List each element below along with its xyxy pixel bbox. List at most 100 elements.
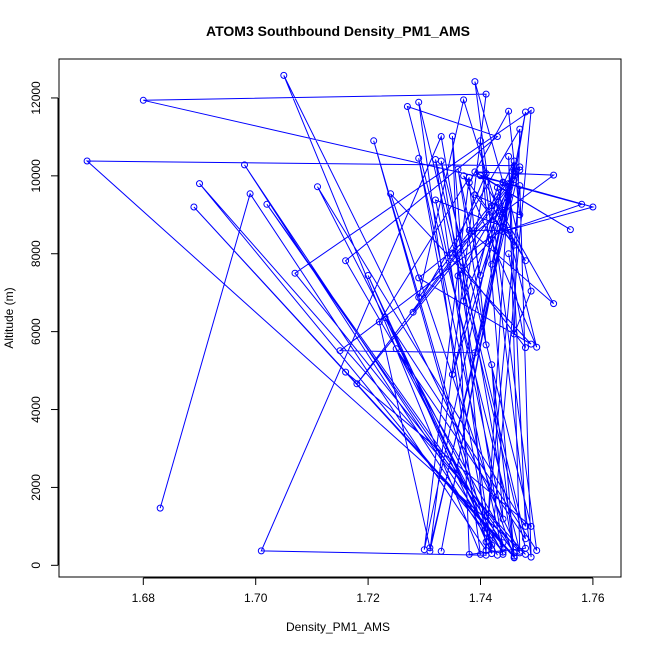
data-point: [499, 223, 507, 231]
data-point: [314, 183, 321, 191]
y-tick-label: 8000: [29, 240, 43, 267]
data-point: [499, 515, 507, 523]
data-point: [499, 209, 507, 216]
data-point: [527, 553, 535, 561]
x-tick-label: 1.72: [356, 591, 380, 605]
data-point: [263, 200, 271, 208]
data-point: [505, 152, 513, 160]
data-point: [510, 554, 518, 562]
data-point: [522, 257, 529, 265]
data-point: [505, 192, 513, 200]
y-tick-label: 0: [29, 562, 43, 569]
data-point: [482, 170, 490, 177]
data-point: [488, 260, 496, 268]
data-point: [510, 241, 518, 249]
series-line: [85, 75, 595, 559]
data-point: [488, 202, 496, 210]
data-point: [589, 203, 597, 211]
data-point: [527, 522, 535, 530]
x-tick-label: 1.70: [244, 591, 268, 605]
series-point-group: [83, 71, 597, 562]
data-point: [241, 161, 248, 169]
data-point: [510, 176, 518, 184]
data-point: [516, 211, 524, 219]
chart-title: ATOM3 Southbound Density_PM1_AMS: [206, 23, 470, 39]
data-point: [460, 297, 468, 305]
data-point: [488, 545, 496, 553]
data-point: [499, 539, 507, 547]
data-point: [454, 272, 462, 280]
data-point: [139, 96, 147, 104]
data-point: [499, 548, 507, 556]
data-point: [465, 179, 473, 186]
data-point: [471, 191, 479, 199]
x-axis: 1.68 1.70 1.72 1.74 1.76: [132, 577, 605, 605]
x-tick-label: 1.76: [581, 591, 605, 605]
data-point: [437, 133, 445, 140]
data-point: [550, 300, 558, 308]
data-point: [482, 90, 490, 98]
data-point: [437, 547, 445, 555]
data-point: [370, 137, 378, 145]
data-point: [465, 550, 473, 558]
data-point: [415, 293, 423, 301]
data-point: [448, 371, 456, 378]
data-point: [477, 137, 484, 145]
data-point: [516, 182, 524, 190]
data-point: [471, 78, 479, 86]
data-point: [499, 179, 507, 187]
data-point: [409, 308, 417, 316]
data-point: [482, 538, 490, 546]
data-point: [190, 203, 198, 211]
data-point: [505, 184, 513, 191]
y-axis-label: Altitude (m): [2, 287, 16, 348]
data-point: [527, 340, 535, 348]
data-point: [522, 344, 529, 352]
data-point: [533, 343, 541, 351]
data-point: [448, 132, 456, 140]
y-tick-label: 12000: [29, 81, 43, 115]
data-point: [381, 314, 389, 322]
data-point: [342, 257, 350, 265]
series-line-group: [85, 75, 595, 559]
data-point: [460, 172, 468, 180]
y-tick-label: 10000: [29, 159, 43, 193]
data-point: [454, 165, 462, 173]
data-point: [291, 269, 299, 277]
data-point: [353, 380, 361, 388]
data-point: [566, 226, 574, 234]
data-point: [415, 274, 423, 282]
x-tick-label: 1.74: [469, 591, 493, 605]
data-point: [432, 156, 439, 163]
data-point: [196, 180, 203, 188]
data-point: [342, 368, 350, 376]
data-point: [465, 226, 473, 234]
data-point: [488, 541, 496, 549]
x-tick-label: 1.68: [132, 591, 156, 605]
data-point: [83, 157, 91, 165]
data-point: [493, 193, 501, 201]
data-point: [516, 547, 524, 555]
data-point: [533, 547, 541, 554]
y-tick-label: 4000: [29, 396, 43, 423]
data-point: [550, 171, 558, 179]
data-point: [488, 361, 496, 369]
data-point: [403, 103, 411, 110]
data-point: [257, 547, 265, 555]
data-point: [527, 287, 535, 295]
data-point: [426, 544, 434, 552]
data-point: [448, 249, 456, 257]
data-point: [392, 345, 400, 353]
data-point: [415, 154, 423, 162]
data-point: [156, 504, 164, 512]
data-point: [499, 544, 507, 552]
data-point: [522, 535, 529, 543]
data-point: [364, 272, 372, 279]
data-point: [505, 250, 513, 258]
data-point: [516, 163, 524, 171]
data-point: [516, 125, 524, 133]
data-point: [415, 98, 423, 106]
data-point: [493, 551, 501, 559]
data-point: [471, 349, 479, 357]
data-point: [375, 318, 383, 326]
